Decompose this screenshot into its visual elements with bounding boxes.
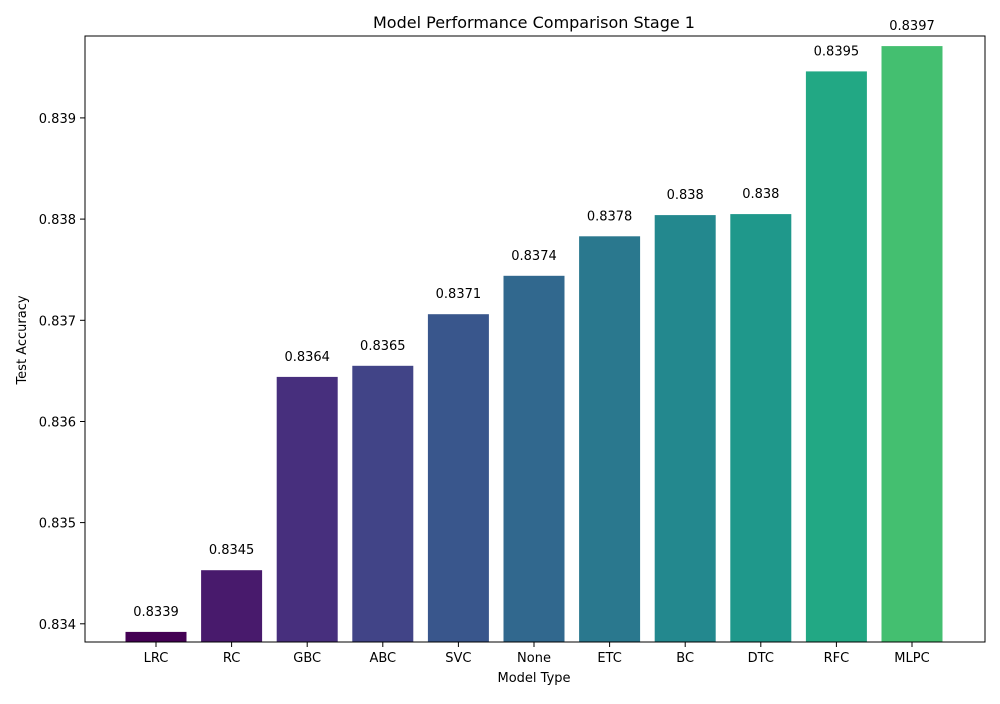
data-label: 0.8378 [587,209,633,224]
bar-none [503,275,565,642]
x-tick-label: RFC [824,651,850,666]
bar-gbc [276,376,338,642]
bar-rfc [805,71,867,642]
y-axis-label: Test Accuracy [15,295,30,385]
data-label: 0.8345 [209,543,255,558]
x-tick-label: None [517,651,551,666]
data-label: 0.8374 [511,249,557,264]
plot-area: 0.8339 0.8345 0.8364 0.8365 0.8371 0.8374 0.83… [125,19,943,643]
x-tick-label: SVC [445,651,471,666]
y-tick-label: 0.839 [39,112,76,127]
x-tick-label: ABC [369,651,396,666]
x-axis: LRC RC GBC ABC SVC None ETC BC DTC RFC MLPC [144,642,930,666]
bar-mlpc [881,46,943,643]
bar-lrc [125,631,187,642]
data-label: 0.8395 [814,44,860,59]
x-tick-label: RC [223,651,240,666]
x-tick-label: BC [676,651,694,666]
bar-abc [352,365,414,642]
x-axis-label: Model Type [497,671,570,686]
bar-bc [654,215,716,642]
y-tick-label: 0.835 [39,517,76,532]
bar-etc [579,236,641,643]
y-tick-label: 0.837 [39,314,76,329]
y-tick-label: 0.834 [39,618,76,633]
plot-frame [84,35,986,643]
x-tick-label: DTC [748,651,774,666]
x-tick-label: LRC [144,651,169,666]
y-tick-label: 0.836 [39,416,76,431]
y-axis: 0.834 0.835 0.836 0.837 0.838 0.839 [39,112,85,633]
x-tick-label: ETC [597,651,621,666]
data-label: 0.8364 [284,350,330,365]
x-tick-label: GBC [293,651,321,666]
bar-dtc [730,214,792,642]
data-label: 0.8365 [360,339,406,354]
chart-title: Model Performance Comparison Stage 1 [373,13,695,32]
bar-svc [427,314,489,642]
data-label: 0.838 [742,187,779,202]
y-tick-label: 0.838 [39,213,76,228]
data-label: 0.8397 [889,19,935,34]
data-label: 0.838 [667,188,704,203]
data-label: 0.8371 [436,287,482,302]
data-label: 0.8339 [133,605,179,620]
x-tick-label: MLPC [894,651,929,666]
bar-rc [201,570,263,642]
